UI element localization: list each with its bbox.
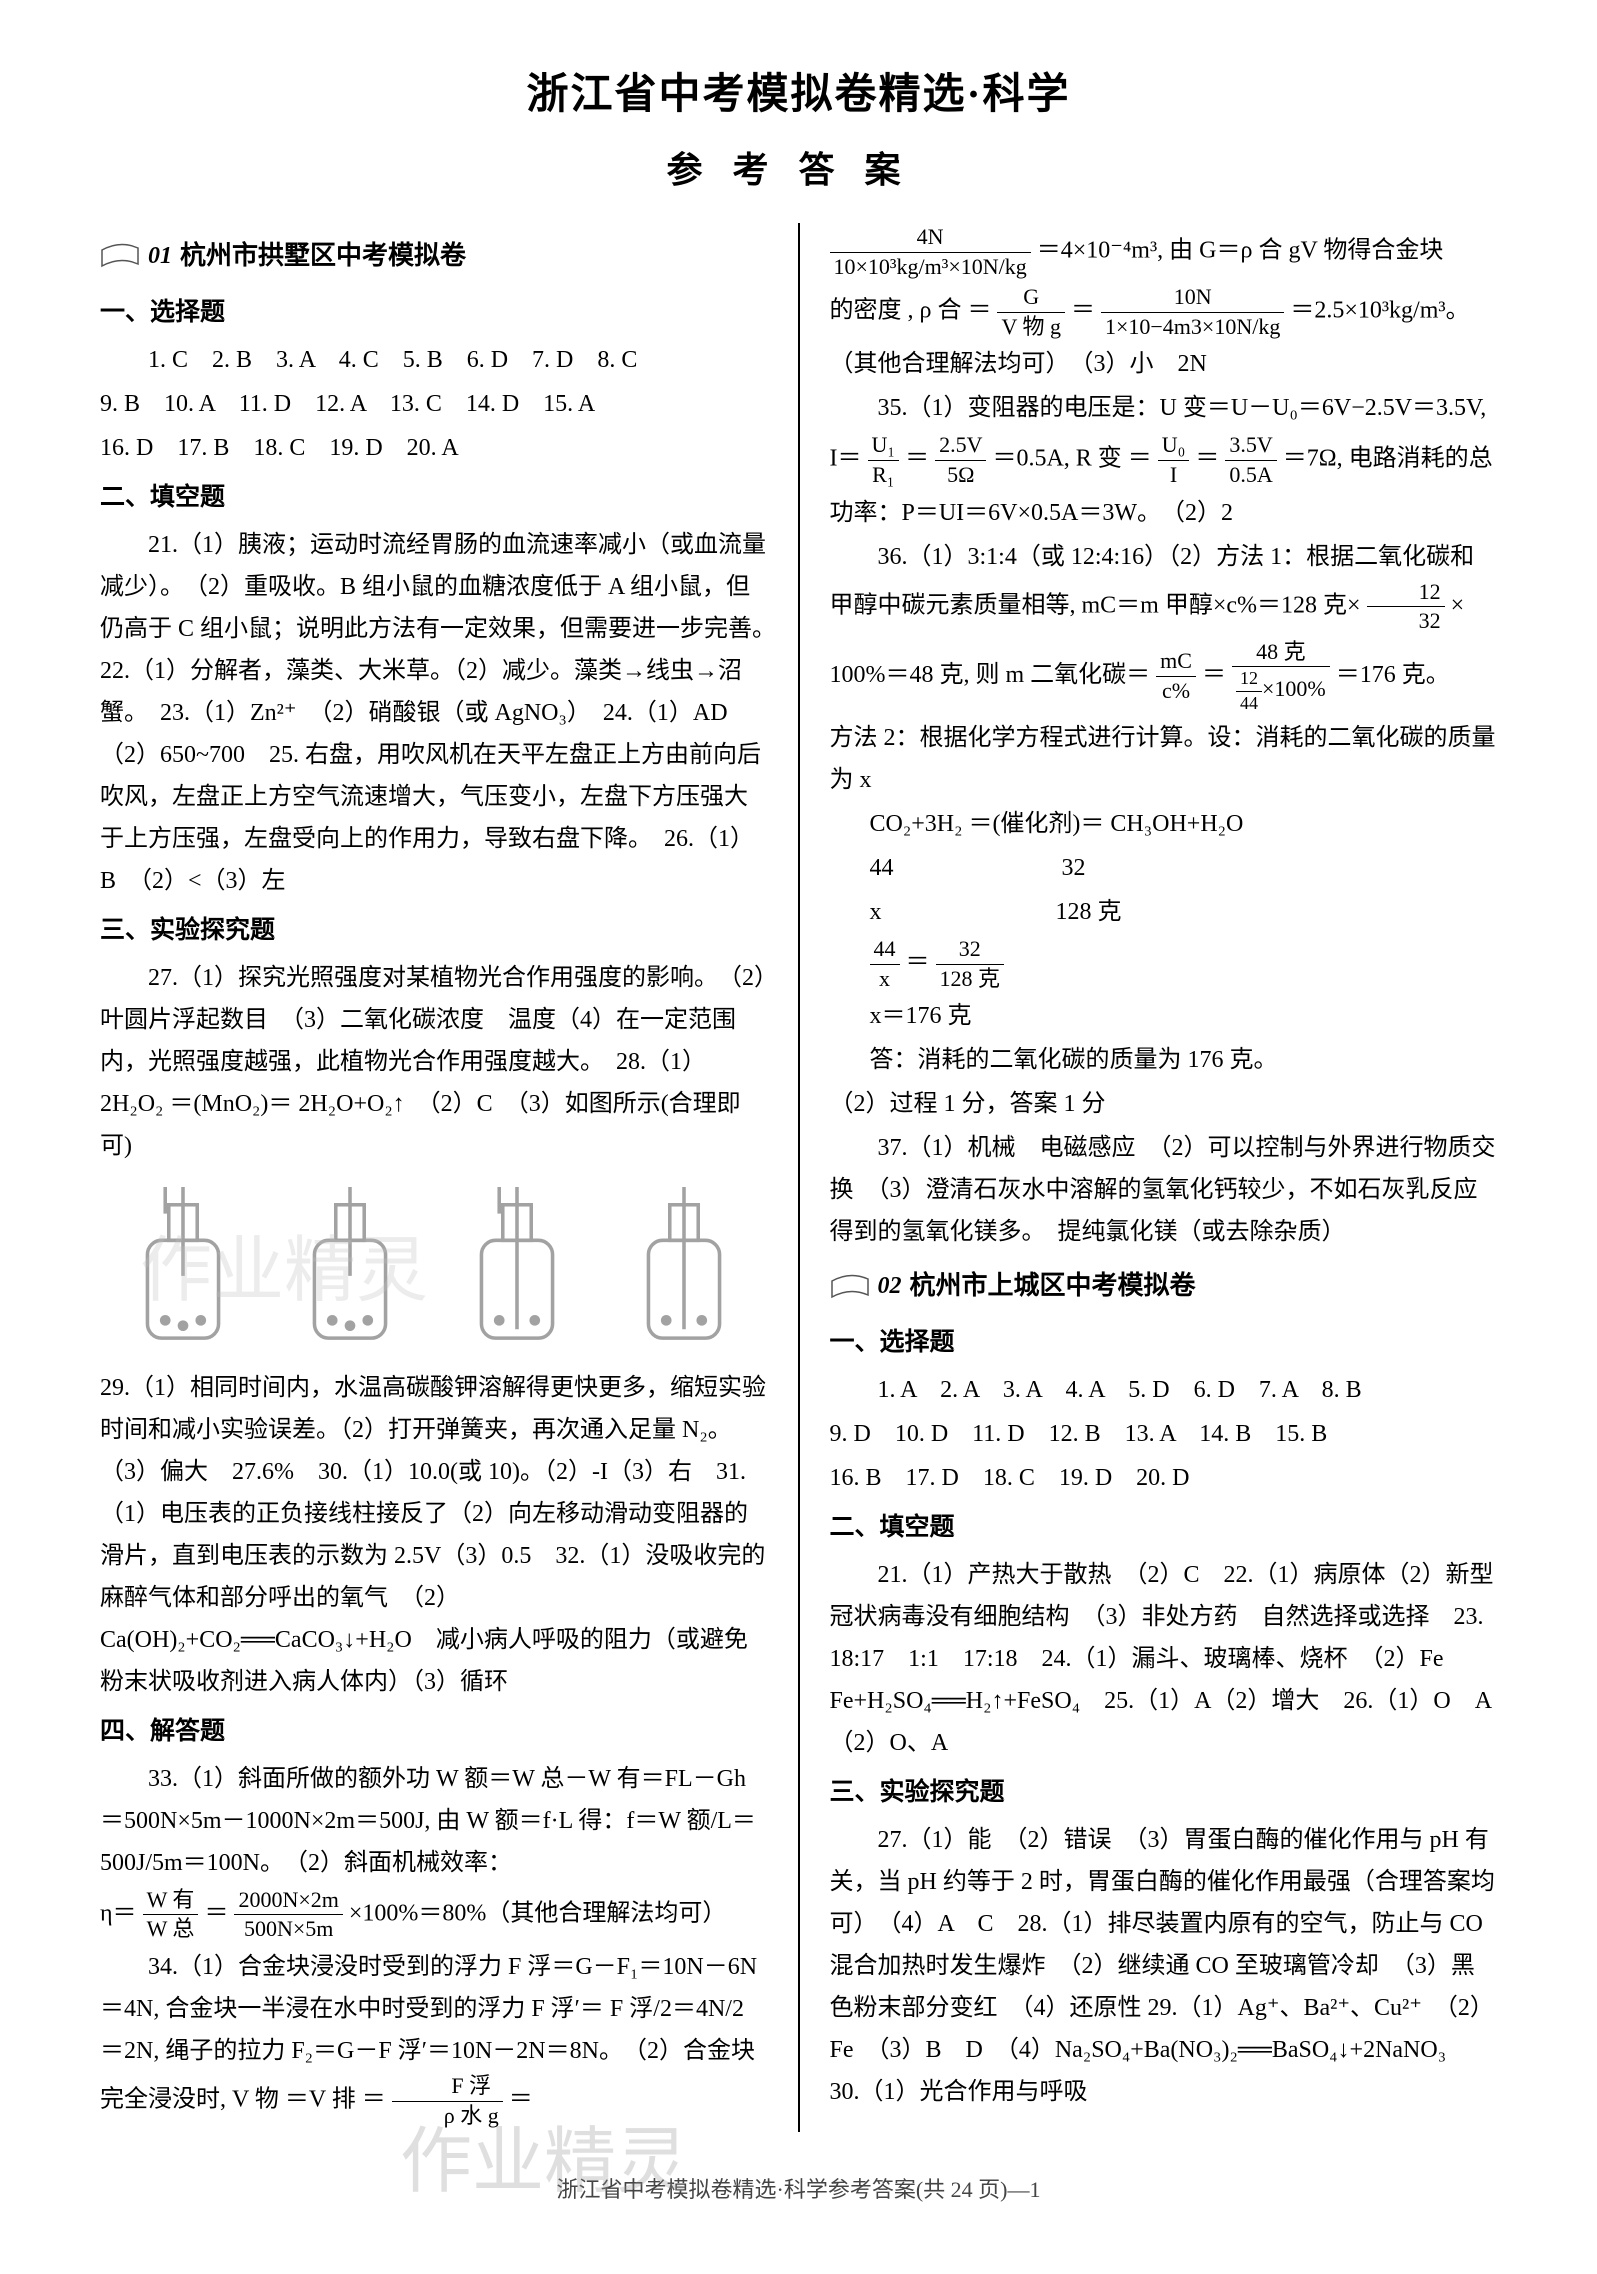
section-01-title: 杭州市拱墅区中考模拟卷 (180, 233, 466, 280)
q34-rho-frac1: GV 物 g (997, 283, 1065, 341)
book-icon (830, 1273, 870, 1301)
q35-i-label: I＝ (830, 446, 862, 472)
eta-frac2: 2000N×2m500N×5m (234, 1886, 342, 1944)
section-01-number: 01 (148, 235, 172, 278)
heading-solve: 四、解答题 (100, 1709, 768, 1754)
q35-r-f1: U₀I (1158, 431, 1190, 489)
two-column-layout: 01 杭州市拱墅区中考模拟卷 一、选择题 1. C 2. B 3. A 4. C… (100, 223, 1497, 2132)
q36-f2-eq: ＝ (1202, 662, 1226, 688)
eq-sign: ＝ (204, 1900, 228, 1926)
q36-f1-r: × (1451, 592, 1465, 618)
section-02-number: 02 (878, 1265, 902, 1308)
section-02-title: 杭州市上城区中考模拟卷 (910, 1263, 1196, 1310)
mc-answers-row2: 9. B 10. A 11. D 12. A 13. C 14. D 15. A (100, 383, 768, 425)
section-01-header: 01 杭州市拱墅区中考模拟卷 (100, 233, 768, 280)
page-footer: 浙江省中考模拟卷精选·科学参考答案(共 24 页)—1 (100, 2172, 1497, 2204)
q35-i-f2: 2.5V5Ω (935, 431, 986, 489)
mc2-row3: 16. B 17. D 18. C 19. D 20. D (830, 1457, 1498, 1499)
heading-experiment: 三、实验探究题 (100, 908, 768, 953)
q36-f1: 1232 (1367, 578, 1445, 636)
answer-q29-32: 29.（1）相同时间内，水温高碳酸钾溶解得更快更多，缩短实验时间和减小实验误差。… (100, 1367, 768, 1703)
q34-continuation: 4N10×10³kg/m³×10N/kg ＝4×10⁻⁴m³, 由 G＝ρ 合 … (830, 223, 1498, 281)
q36-b: 100%＝48 克, 则 m 二氧化碳＝ (830, 662, 1151, 688)
mc-answers-row1: 1. C 2. B 3. A 4. C 5. B 6. D 7. D 8. C (100, 339, 768, 381)
q36-f3-r: ＝176 克。 (1336, 662, 1450, 688)
left-column: 01 杭州市拱墅区中考模拟卷 一、选择题 1. C 2. B 3. A 4. C… (100, 223, 768, 2132)
q36-method2: 方法 2：根据化学方程式进行计算。设：消耗的二氧化碳的质量为 x (830, 717, 1498, 801)
mc-answers-row3: 16. D 17. B 18. C 19. D 20. A (100, 427, 768, 469)
bottle-2-icon (295, 1187, 405, 1347)
heading-fill-2: 二、填空题 (830, 1505, 1498, 1550)
q36-answer: 答：消耗的二氧化碳的质量为 176 克。 (870, 1039, 1498, 1081)
q35-r-eq: ＝ (1195, 446, 1219, 472)
q35-p: 功率：P＝UI＝6V×0.5A＝3W。 （2）2 (830, 492, 1498, 534)
section-02-header: 02 杭州市上城区中考模拟卷 (830, 1263, 1498, 1310)
q36-prop-eq: ＝ (906, 950, 930, 976)
answer-q34-text: 34.（1）合金块浸没时受到的浮力 F 浮＝G－F₁＝10N－6N＝4N, 合金… (100, 1946, 768, 2130)
right-column: 4N10×10³kg/m³×10N/kg ＝4×10⁻⁴m³, 由 G＝ρ 合 … (830, 223, 1498, 2132)
q36-text-a: 36.（1）3:1:4（或 12:4:16）（2）方法 1：根据二氧化碳和甲醇中… (830, 536, 1498, 636)
q36-prop-f2: 32128 克 (936, 935, 1005, 993)
q35-i-eq: ＝ (905, 446, 929, 472)
apparatus-diagram: 作业精灵 (100, 1187, 768, 1347)
answer-q27-28: 27.（1）探究光照强度对某植物光合作用强度的影响。 （2）叶圆片浮起数目 （3… (100, 957, 768, 1167)
q36-eq1: CO₂+3H₂ ＝(催化剂)＝ CH₃OH+H₂O (870, 803, 1498, 845)
mc2-row1: 1. A 2. A 3. A 4. A 5. D 6. D 7. A 8. B (830, 1369, 1498, 1411)
bottle-3-icon (462, 1187, 572, 1347)
q36-eq2: 44 32 (870, 847, 1498, 889)
q34-rho-frac2: 10N1×10−4m3×10N/kg (1101, 283, 1284, 341)
q35-r-r: ＝7Ω, 电路消耗的总 (1283, 446, 1493, 472)
q36-prop-f1: 44x (870, 935, 900, 993)
answer-q33-text: 33.（1）斜面所做的额外功 W 额＝W 总－W 有＝FL－Gh＝500N×5m… (100, 1758, 768, 1884)
q36-proportion: 44x ＝ 32128 克 (870, 935, 1498, 993)
q36-eq3: x 128 克 (870, 891, 1498, 933)
bottle-4-icon (629, 1187, 739, 1347)
q36-f2: mCc% (1156, 647, 1196, 705)
bottle-1-icon (128, 1187, 238, 1347)
q34-rho-eq: ＝ (1071, 298, 1095, 324)
q34-rho-label: 的密度 , ρ 合 ＝ (830, 298, 992, 324)
eta-label: η＝ (100, 1900, 137, 1926)
heading-choice: 一、选择题 (100, 290, 768, 335)
q34-rho: 的密度 , ρ 合 ＝ GV 物 g ＝ 10N1×10−4m3×10N/kg … (830, 283, 1498, 341)
column-divider (798, 223, 800, 2132)
q36-text-b: 100%＝48 克, 则 m 二氧化碳＝ mCc% ＝ 48 克 1244×10… (830, 638, 1498, 715)
q37: 37.（1）机械 电磁感应 （2）可以控制与外界进行物质交换 （3）澄清石灰水中… (830, 1127, 1498, 1253)
heading-choice-2: 一、选择题 (830, 1320, 1498, 1365)
heading-fill: 二、填空题 (100, 475, 768, 520)
q34-end: （其他合理解法均可） （3）小 2N (830, 343, 1498, 385)
q34-frac: F 浮ρ 水 g (392, 2072, 503, 2130)
q35-i-f1: U₁R₁ (868, 431, 900, 489)
q36-x: x＝176 克 (870, 995, 1498, 1037)
q34-cont-text: ＝4×10⁻⁴m³, 由 G＝ρ 合 gV 物得合金块 (1037, 238, 1444, 264)
eta-frac1: W 有W 总 (143, 1886, 199, 1944)
q21-2: 21.（1）产热大于散热 （2）C 22.（1）病原体（2）新型冠状病毒没有细胞… (830, 1554, 1498, 1764)
book-icon (100, 242, 140, 270)
q34-eq: ＝ (509, 2087, 533, 2113)
main-title: 浙江省中考模拟卷精选·科学 (100, 60, 1497, 121)
q35-r-f2: 3.5V0.5A (1225, 431, 1276, 489)
answer-q33-eta: η＝ W 有W 总 ＝ 2000N×2m500N×5m ×100%＝80%（其他… (100, 1886, 768, 1944)
answer-q21-26: 21.（1）胰液；运动时流经胃肠的血流速率减小（或血流量减少）。 （2）重吸收。… (100, 524, 768, 902)
heading-experiment-2: 三、实验探究题 (830, 1770, 1498, 1815)
q27-2: 27.（1）能 （2）错误 （3）胃蛋白酶的催化作用与 pH 有关，当 pH 约… (830, 1819, 1498, 2113)
q35-text: 35.（1）变阻器的电压是：U 变＝U－U₀＝6V−2.5V＝3.5V, (830, 387, 1498, 429)
q35-calc: I＝ U₁R₁ ＝ 2.5V5Ω ＝0.5A, R 变 ＝ U₀I ＝ 3.5V… (830, 431, 1498, 489)
q34-cont-frac: 4N10×10³kg/m³×10N/kg (830, 223, 1031, 281)
q36-f3: 48 克 1244×100% (1232, 638, 1330, 715)
eta-result: ×100%＝80%（其他合理解法均可） (349, 1900, 727, 1926)
mc2-row2: 9. D 10. D 11. D 12. B 13. A 14. B 15. B (830, 1413, 1498, 1455)
q34-rho-r: ＝2.5×10³kg/m³。 (1290, 298, 1469, 324)
sub-title: 参考答案 (100, 141, 1497, 193)
q36-scoring: （2）过程 1 分，答案 1 分 (830, 1083, 1498, 1125)
q35-i-r: ＝0.5A, R 变 ＝ (992, 446, 1151, 472)
